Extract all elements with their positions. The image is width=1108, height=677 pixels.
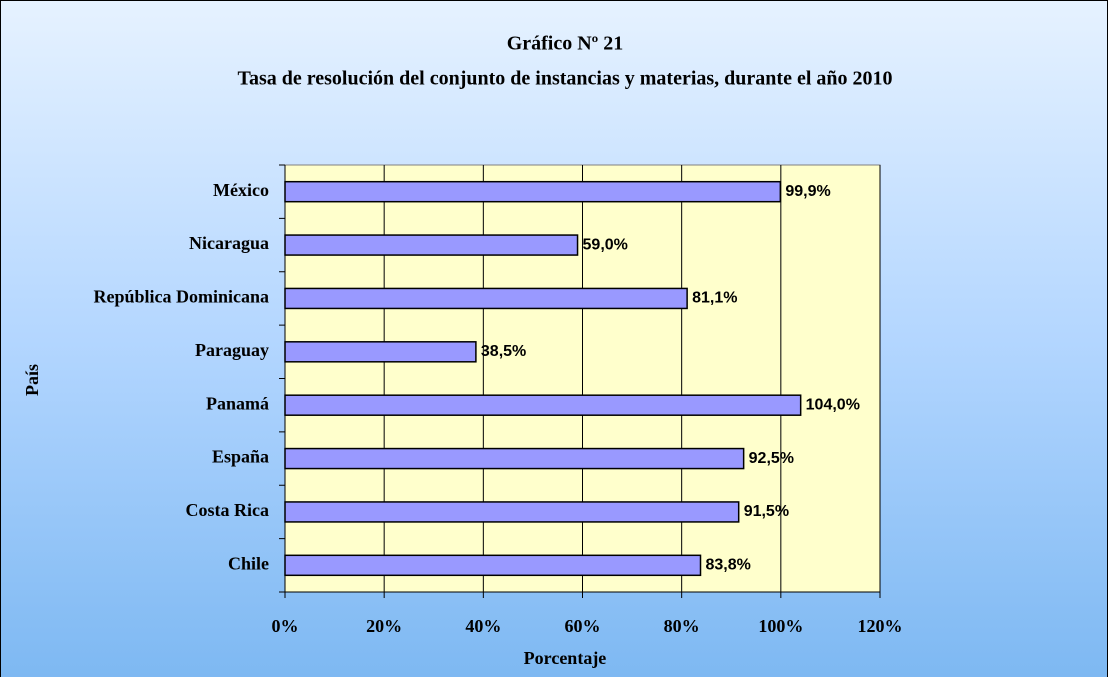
y-tick-label: México <box>213 180 269 200</box>
y-tick-label: España <box>212 447 269 467</box>
data-label: 81,1% <box>692 290 737 307</box>
bar <box>284 180 782 203</box>
x-tick-label: 100% <box>758 616 803 636</box>
y-tick-label: República Dominicana <box>93 287 269 307</box>
bar <box>284 501 740 523</box>
bar <box>284 554 702 577</box>
bar <box>284 341 477 363</box>
x-tick-label: 120% <box>858 616 903 636</box>
x-tick-label: 40% <box>465 616 501 636</box>
x-tick-label: 20% <box>366 616 402 636</box>
data-label: 91,5% <box>744 503 789 520</box>
bar <box>284 234 579 256</box>
y-tick-label: Nicaragua <box>189 233 269 253</box>
data-label: 38,5% <box>481 343 526 360</box>
y-tick-label: Paraguay <box>195 340 269 360</box>
data-label: 83,8% <box>706 557 751 574</box>
chart-subtitle: Tasa de resolución del conjunto de insta… <box>237 68 892 90</box>
chart-title: Gráfico Nº 21 <box>507 33 624 55</box>
bar <box>284 447 745 470</box>
y-tick-label: Chile <box>228 553 269 573</box>
x-tick-label: 0% <box>272 616 299 636</box>
data-label: 104,0% <box>806 396 860 413</box>
y-tick-label: Costa Rica <box>186 500 270 520</box>
bar <box>284 394 802 416</box>
x-tick-label: 60% <box>565 616 601 636</box>
x-tick-label: 80% <box>664 616 700 636</box>
bar <box>284 287 688 310</box>
data-label: 59,0% <box>583 236 628 253</box>
y-tick-label: Panamá <box>206 393 269 413</box>
x-axis-label: Porcentaje <box>524 648 607 668</box>
y-axis-label: País <box>22 364 42 396</box>
data-label: 92,5% <box>749 450 794 467</box>
data-label: 99,9% <box>785 183 830 200</box>
